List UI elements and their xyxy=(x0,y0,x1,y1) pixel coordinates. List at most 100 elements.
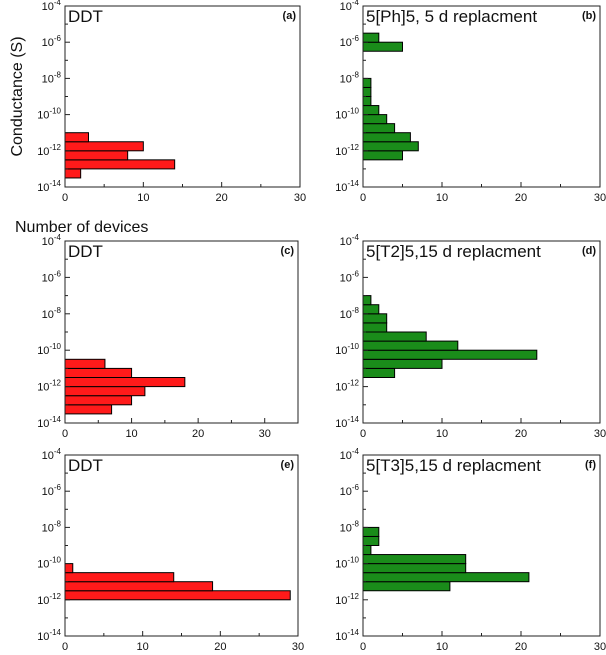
x-tick-label: 20 xyxy=(515,192,527,204)
histogram-bar xyxy=(362,123,396,134)
y-tick-label: 10-6 xyxy=(42,34,62,49)
y-tick-label: 10-14 xyxy=(335,628,359,643)
panel-title: 5[T2]5,15 d replacment xyxy=(366,242,541,261)
panel-title: DDT xyxy=(68,456,103,475)
histogram-bar xyxy=(64,581,214,592)
x-tick-label: 20 xyxy=(214,641,226,653)
plot-frame xyxy=(64,454,299,637)
y-tick-label: 10-10 xyxy=(37,342,61,357)
panel-letter: (f) xyxy=(585,459,596,471)
panel-title: DDT xyxy=(68,7,103,26)
histogram-bar xyxy=(362,132,411,143)
y-tick-label: 10-10 xyxy=(335,107,359,122)
x-tick-label: 10 xyxy=(125,428,137,440)
x-tick-label: 10 xyxy=(137,641,149,653)
histogram-bar xyxy=(64,132,89,143)
y-tick-label: 10-10 xyxy=(37,556,61,571)
y-tick-label: 10-12 xyxy=(37,143,61,158)
histogram-bar xyxy=(64,377,186,388)
x-tick-label: 30 xyxy=(594,192,606,204)
y-tick-label: 10-8 xyxy=(42,519,62,534)
histogram-bar xyxy=(362,554,467,565)
histogram-bar xyxy=(362,86,372,97)
x-tick-label: 20 xyxy=(192,428,204,440)
histogram-bar xyxy=(362,367,396,378)
x-tick-label: 30 xyxy=(594,428,606,440)
panel-letter: (d) xyxy=(582,245,596,257)
histogram-bar xyxy=(64,168,82,179)
y-tick-label: 10-6 xyxy=(42,269,62,284)
histogram-bar xyxy=(362,32,380,43)
x-tick-label: 10 xyxy=(436,641,448,653)
y-tick-label: 10-10 xyxy=(335,556,359,571)
histogram-bar xyxy=(362,96,372,107)
panel-d: 10-14 10-12 10-10 10-8 10-6 10-4 0 10 20 30 5[T2]5… xyxy=(335,233,606,440)
histogram-bar xyxy=(64,358,106,369)
histogram-bar xyxy=(362,105,380,116)
histogram-bar xyxy=(362,545,372,556)
y-axis-title: Conductance (S) xyxy=(9,36,26,156)
panel-letter: (b) xyxy=(582,10,596,22)
histogram-bar xyxy=(64,141,144,152)
panel-letter: (c) xyxy=(281,245,295,257)
histogram-bar xyxy=(362,563,467,574)
histogram-bar xyxy=(64,590,291,601)
x-tick-label: 0 xyxy=(360,641,366,653)
x-tick-label: 0 xyxy=(360,428,366,440)
histogram-bar xyxy=(362,349,538,360)
histogram-bar xyxy=(362,114,388,125)
panel-a: 10-14 10-12 10-10 10-8 10-6 10-4 0 10 20 30 DDT (a)… xyxy=(9,0,306,236)
y-tick-label: 10-6 xyxy=(340,483,360,498)
y-tick-label: 10-14 xyxy=(37,628,61,643)
panel-f: 10-14 10-12 10-10 10-8 10-6 10-4 0 10 20 30 5[T3]5… xyxy=(335,447,606,653)
x-tick-label: 0 xyxy=(360,192,366,204)
x-tick-label: 30 xyxy=(259,428,271,440)
x-tick-label: 30 xyxy=(292,641,304,653)
y-tick-label: 10-4 xyxy=(42,233,62,248)
y-tick-label: 10-12 xyxy=(37,592,61,607)
y-tick-label: 10-6 xyxy=(42,483,62,498)
panel-c: 10-14 10-12 10-10 10-8 10-6 10-4 0 10 20 30 DDT (c) xyxy=(37,233,299,440)
histogram-bar xyxy=(64,386,146,397)
y-tick-label: 10-4 xyxy=(42,0,62,13)
y-tick-label: 10-8 xyxy=(42,306,62,321)
y-tick-label: 10-4 xyxy=(340,0,360,13)
x-axis-title: Number of devices xyxy=(15,219,148,236)
histogram-bar xyxy=(362,41,403,52)
y-tick-label: 10-14 xyxy=(37,415,61,430)
panel-letter: (a) xyxy=(283,10,297,22)
histogram-bar xyxy=(362,581,451,592)
x-tick-label: 10 xyxy=(436,428,448,440)
x-tick-label: 30 xyxy=(594,641,606,653)
histogram-bar xyxy=(362,572,530,583)
y-tick-label: 10-6 xyxy=(340,269,360,284)
x-tick-label: 0 xyxy=(62,192,68,204)
panel-title: 5[T3]5,15 d replacment xyxy=(366,456,541,475)
y-tick-label: 10-4 xyxy=(340,447,360,462)
histogram-bar xyxy=(362,535,380,547)
y-tick-label: 10-10 xyxy=(37,107,61,122)
histogram-bar xyxy=(362,141,419,152)
histogram-bar xyxy=(362,77,372,88)
y-tick-label: 10-14 xyxy=(37,179,61,194)
x-tick-label: 20 xyxy=(515,641,527,653)
y-tick-label: 10-8 xyxy=(340,306,360,321)
histogram-bar xyxy=(64,150,129,161)
panel-b: 10-14 10-12 10-10 10-8 10-6 10-4 0 10 20 30 5[Ph]5… xyxy=(335,0,606,204)
x-tick-label: 10 xyxy=(137,192,149,204)
y-tick-label: 10-12 xyxy=(335,143,359,158)
y-tick-label: 10-6 xyxy=(340,34,360,49)
y-tick-label: 10-8 xyxy=(340,70,360,85)
y-tick-label: 10-12 xyxy=(335,379,359,394)
histogram-bar xyxy=(362,322,388,333)
histogram-bar xyxy=(362,526,380,537)
y-tick-label: 10-14 xyxy=(335,415,359,430)
y-tick-label: 10-8 xyxy=(340,519,360,534)
y-tick-label: 10-10 xyxy=(335,342,359,357)
plot-frame xyxy=(362,454,601,637)
histogram-bar xyxy=(64,159,176,170)
panel-e: 10-14 10-12 10-10 10-8 10-6 10-4 0 10 20 30 DDT (e) xyxy=(37,447,304,653)
histogram-bar xyxy=(362,304,380,315)
panel-title: DDT xyxy=(68,242,103,261)
